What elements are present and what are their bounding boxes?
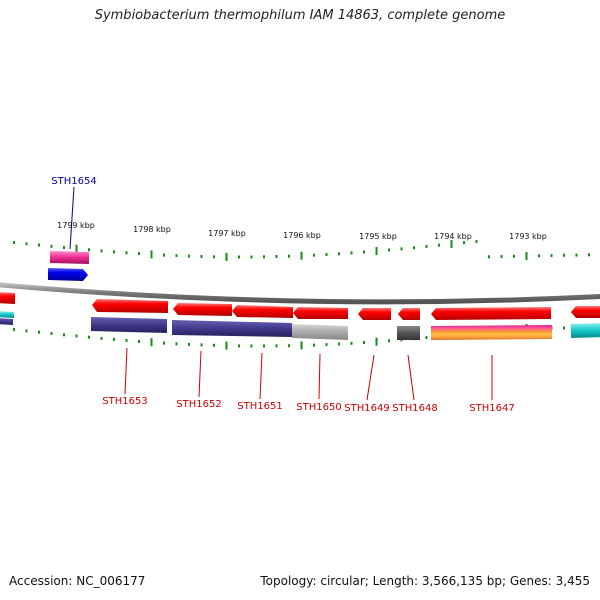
gene-arrow-sth1653[interactable]	[92, 299, 168, 313]
gene-label-sth1649[interactable]: STH1649	[344, 403, 389, 414]
annotation-bar-purple	[91, 317, 167, 333]
gene-arrow-sth1648[interactable]	[398, 308, 420, 320]
kbp-label: 1799 kbp	[57, 221, 95, 230]
gene-arrow-right-edge[interactable]	[571, 306, 600, 318]
gene-arrow-sth1647[interactable]	[431, 307, 551, 320]
annotation-bar-left-cyan	[0, 311, 14, 318]
accession-text: Accession: NC_006177	[9, 574, 146, 588]
scale-ticks-upper	[13, 239, 590, 261]
leader-line-sth1650	[318, 353, 321, 400]
genome-backbone	[0, 282, 600, 305]
kbp-label: 1798 kbp	[133, 225, 171, 234]
kbp-label: 1796 kbp	[283, 231, 321, 240]
kbp-label: 1794 kbp	[434, 232, 472, 241]
label-leaders	[69, 186, 493, 401]
leader-line-sth1648	[407, 354, 415, 401]
annotation-bar-dark	[397, 326, 420, 340]
kbp-scale: 1799 kbp 1798 kbp 1797 kbp 1796 kbp 1795…	[57, 221, 547, 241]
kbp-label: 1797 kbp	[208, 229, 246, 238]
gene-label-sth1647[interactable]: STH1647	[469, 403, 514, 414]
leader-line-sth1654	[69, 186, 75, 250]
gene-arrow-left-edge[interactable]	[0, 292, 15, 304]
leader-line-sth1651	[259, 352, 263, 400]
topology-summary-text: Topology: circular; Length: 3,566,135 bp…	[260, 574, 590, 588]
gene-arrow-sth1654[interactable]	[48, 268, 88, 281]
gene-label-sth1650[interactable]: STH1650	[296, 402, 341, 413]
kbp-label: 1795 kbp	[359, 232, 397, 241]
gene-arrow-sth1652[interactable]	[173, 303, 232, 316]
forward-strand-features	[0, 251, 89, 304]
annotation-bar-striped	[431, 325, 552, 340]
gene-label-sth1653[interactable]: STH1653	[102, 396, 147, 407]
leader-line-sth1653	[124, 347, 128, 395]
leader-line-sth1649	[366, 354, 375, 401]
feature-block-pink[interactable]	[50, 251, 89, 264]
gene-arrow-sth1650[interactable]	[293, 307, 348, 319]
gene-labels: STH1654 STH1653 STH1652 STH1651 STH1650 …	[51, 176, 514, 414]
annotation-bars	[0, 311, 600, 340]
genome-title: Symbiobacterium thermophilum IAM 14863, …	[94, 8, 506, 23]
gene-arrow-sth1649[interactable]	[358, 308, 391, 320]
annotation-bar-gray	[292, 324, 348, 340]
annotation-bar-left-purple	[0, 318, 13, 325]
kbp-label: 1793 kbp	[509, 232, 547, 241]
gene-label-sth1652[interactable]: STH1652	[176, 399, 221, 410]
gene-arrow-sth1651[interactable]	[232, 305, 293, 318]
gene-label-sth1651[interactable]: STH1651	[237, 401, 282, 412]
leader-line-sth1652	[198, 350, 202, 398]
gene-label-sth1654[interactable]: STH1654	[51, 176, 96, 187]
reverse-strand-genes	[92, 299, 600, 320]
annotation-bar-purple	[172, 320, 292, 337]
annotation-bar-right-cyan	[571, 323, 600, 338]
gene-label-sth1648[interactable]: STH1648	[392, 403, 437, 414]
